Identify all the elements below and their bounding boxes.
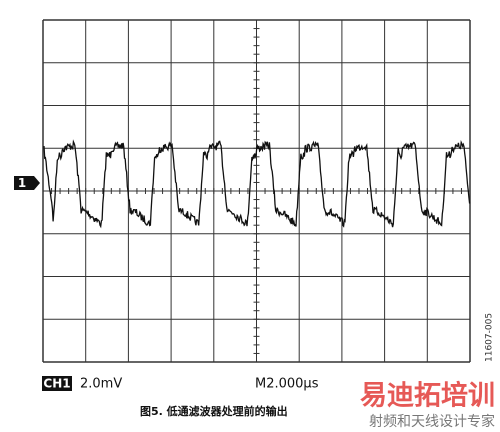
channel-marker-shape: [14, 176, 40, 190]
time-per-div: M2.000µs: [255, 377, 319, 392]
caption: 图5. 低通滤波器处理前的输出: [140, 404, 288, 418]
channel-badge: [42, 376, 72, 391]
graticule: [42, 19, 471, 363]
waveform: [43, 139, 471, 229]
channel-marker: 1: [18, 176, 26, 190]
watermark-subtitle: 射频和天线设计专家: [369, 413, 495, 430]
watermark-title: 易迪拓培训: [360, 381, 495, 412]
figure-id: 11607-005: [485, 313, 495, 362]
volts-per-div: 2.0mV: [80, 377, 122, 392]
channel-label: CH1: [43, 377, 70, 391]
